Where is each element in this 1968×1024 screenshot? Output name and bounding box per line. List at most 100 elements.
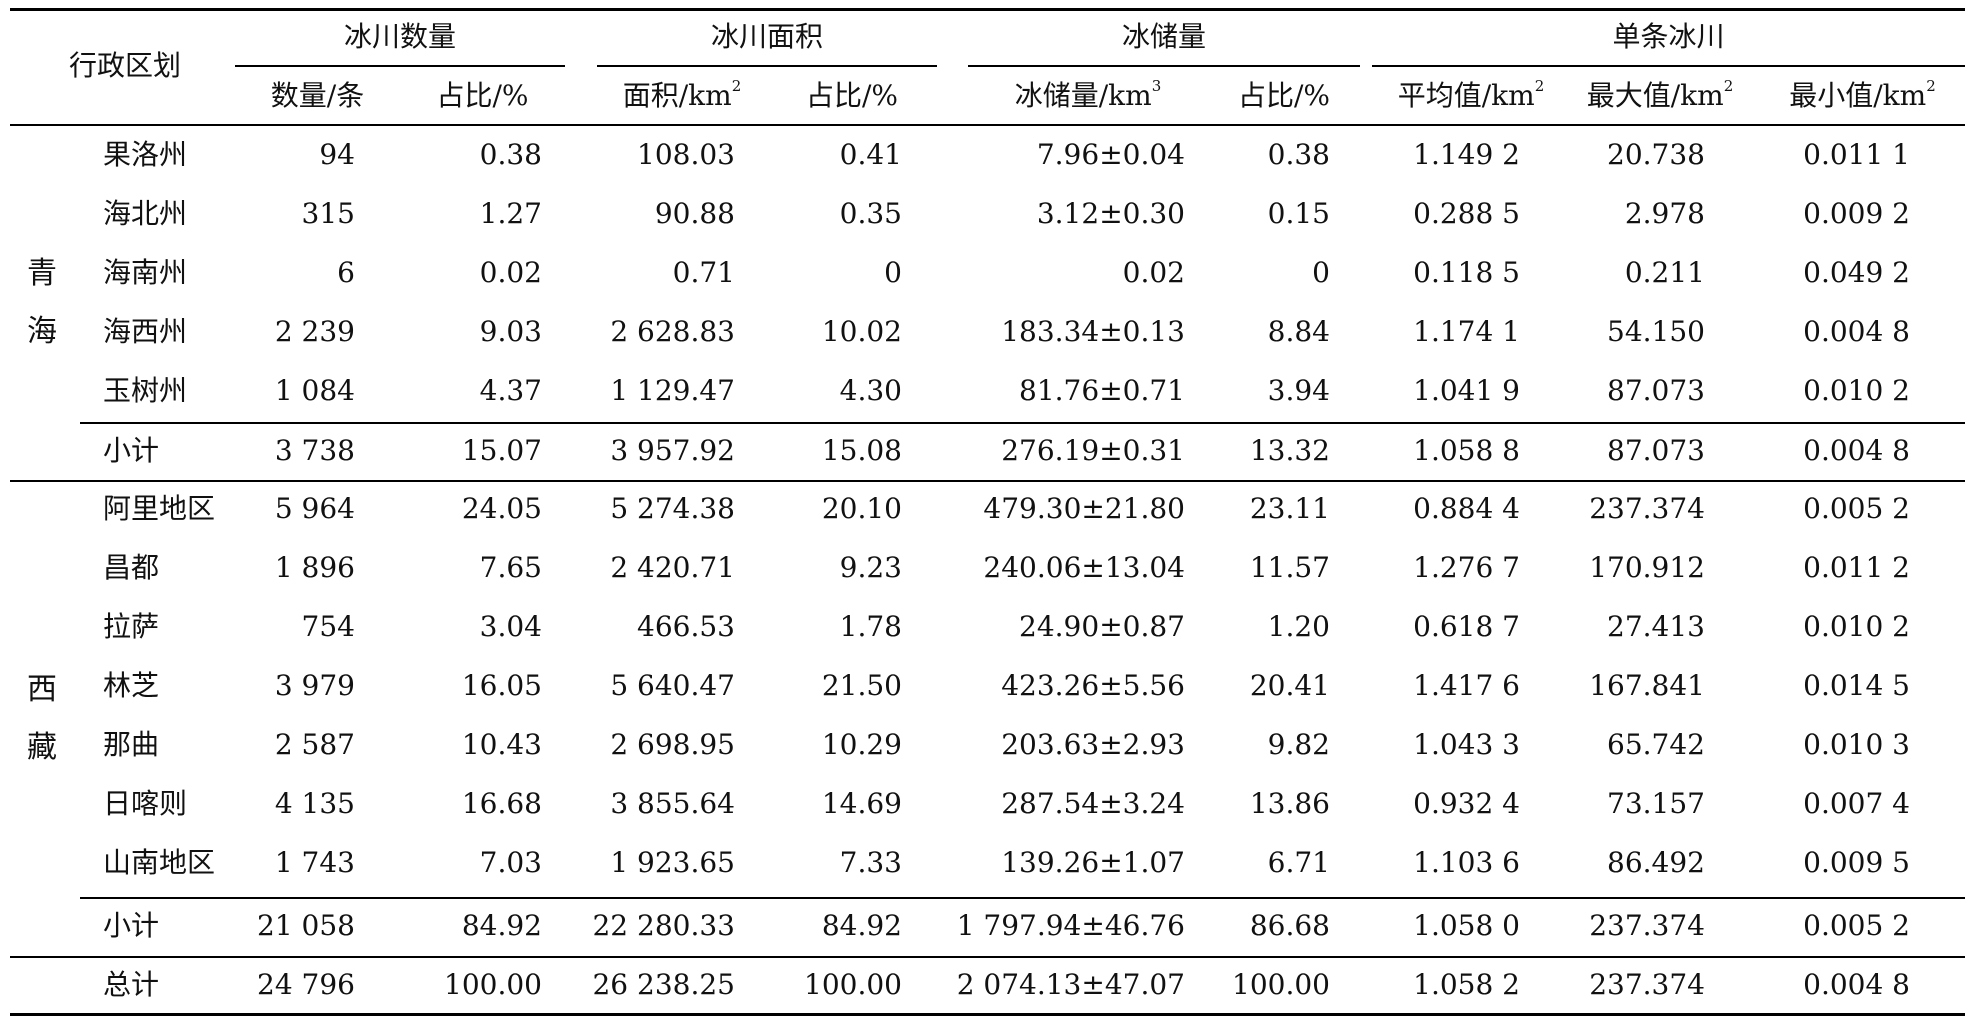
cell-count: 754: [301, 610, 355, 643]
cell-mean: 0.618 7: [1413, 610, 1520, 643]
xizang-bottom-rule: [10, 956, 1965, 958]
cell-mean: 1.417 6: [1413, 669, 1520, 702]
province-qinghai-char1: 青: [27, 256, 57, 291]
cell-count: 2 239: [274, 315, 355, 348]
header-storage-share: 占比/%: [1237, 79, 1331, 112]
cell-max: 167.841: [1589, 669, 1705, 702]
header-area-value: 面积/km2: [622, 77, 742, 113]
header-count-number: 数量/条: [270, 79, 365, 112]
cell-storage: 240.06±13.04: [983, 551, 1185, 584]
cell-storage-share: 86.68: [1249, 909, 1330, 942]
cell-storage-share: 8.84: [1267, 315, 1330, 348]
cell-mean: 0.932 4: [1413, 787, 1520, 820]
cell-min: 0.010 3: [1803, 728, 1910, 761]
cell-storage: 183.34±0.13: [1001, 315, 1185, 348]
group-underline-area: [597, 65, 937, 67]
cell-mean: 1.276 7: [1413, 551, 1520, 584]
cell-region: 玉树州: [103, 374, 188, 407]
province-xizang-char1: 西: [27, 672, 57, 707]
cell-count: 5 964: [274, 492, 355, 525]
cell-max: 87.073: [1607, 434, 1705, 467]
cell-count-share: 1.27: [479, 197, 542, 230]
cell-count-share: 100.00: [444, 968, 542, 1001]
cell-max: 73.157: [1607, 787, 1705, 820]
cell-count: 4 135: [274, 787, 355, 820]
cell-storage: 203.63±2.93: [1001, 728, 1185, 761]
cell-storage-share: 0: [1312, 256, 1330, 289]
cell-min: 0.049 2: [1803, 256, 1910, 289]
cell-mean: 1.058 0: [1413, 909, 1520, 942]
cell-area: 1 129.47: [610, 374, 735, 407]
cell-count: 2 587: [274, 728, 355, 761]
cell-area-share: 21.50: [821, 669, 902, 702]
cell-max: 27.413: [1607, 610, 1705, 643]
cell-area: 2 698.95: [610, 728, 735, 761]
header-single-min: 最小值/km2: [1789, 77, 1936, 113]
group-underline-single: [1372, 65, 1965, 67]
cell-area-share: 100.00: [804, 968, 902, 1001]
cell-mean: 1.149 2: [1413, 138, 1520, 171]
bottom-rule: [10, 1013, 1965, 1016]
cell-region: 昌都: [103, 551, 160, 584]
header-group-single: 单条冰川: [1612, 20, 1725, 53]
cell-area-share: 15.08: [821, 434, 902, 467]
cell-region: 阿里地区: [103, 492, 216, 525]
cell-storage: 276.19±0.31: [1001, 434, 1185, 467]
province-xizang-char2: 藏: [27, 730, 57, 765]
cell-count: 21 058: [257, 909, 355, 942]
cell-region: 海北州: [103, 197, 188, 230]
top-rule: [10, 8, 1965, 11]
cell-max: 87.073: [1607, 374, 1705, 407]
cell-min: 0.014 5: [1803, 669, 1910, 702]
cell-min: 0.004 8: [1803, 315, 1910, 348]
cell-min: 0.007 4: [1803, 787, 1910, 820]
cell-storage-share: 3.94: [1267, 374, 1330, 407]
cell-mean: 1.058 2: [1413, 968, 1520, 1001]
cell-count-share: 15.07: [461, 434, 542, 467]
header-area-share: 占比/%: [805, 79, 899, 112]
cell-count: 315: [301, 197, 355, 230]
cell-area: 22 280.33: [592, 909, 735, 942]
cell-region: 果洛州: [103, 138, 188, 171]
cell-area: 1 923.65: [610, 846, 735, 879]
cell-count: 3 979: [274, 669, 355, 702]
cell-region: 海南州: [103, 256, 188, 289]
cell-area-share: 4.30: [839, 374, 902, 407]
cell-storage: 81.76±0.71: [1019, 374, 1185, 407]
cell-area-share: 0: [884, 256, 902, 289]
header-group-count: 冰川数量: [343, 20, 456, 53]
cell-region: 小计: [103, 434, 160, 467]
cell-storage: 0.02: [1122, 256, 1185, 289]
cell-min: 0.005 2: [1803, 909, 1910, 942]
cell-count: 1 743: [274, 846, 355, 879]
qinghai-subtotal-rule: [80, 422, 1965, 424]
header-single-max: 最大值/km2: [1586, 77, 1734, 113]
cell-storage: 139.26±1.07: [1001, 846, 1185, 879]
cell-area: 466.53: [637, 610, 735, 643]
cell-max: 86.492: [1607, 846, 1705, 879]
cell-count-share: 9.03: [479, 315, 542, 348]
cell-storage-share: 13.86: [1249, 787, 1330, 820]
cell-area: 5 640.47: [610, 669, 735, 702]
cell-max: 54.150: [1607, 315, 1705, 348]
cell-area: 108.03: [637, 138, 735, 171]
cell-count: 24 796: [257, 968, 355, 1001]
cell-min: 0.004 8: [1803, 968, 1910, 1001]
cell-area: 3 957.92: [610, 434, 735, 467]
cell-storage-share: 0.15: [1267, 197, 1330, 230]
cell-storage-share: 6.71: [1267, 846, 1330, 879]
cell-region: 林芝: [103, 669, 160, 702]
cell-count: 94: [319, 138, 355, 171]
cell-min: 0.011 2: [1803, 551, 1910, 584]
group-underline-count: [235, 65, 565, 67]
cell-area: 26 238.25: [592, 968, 735, 1001]
cell-area: 2 420.71: [610, 551, 735, 584]
cell-storage: 24.90±0.87: [1019, 610, 1185, 643]
cell-storage: 7.96±0.04: [1036, 138, 1185, 171]
cell-region: 小计: [103, 909, 160, 942]
cell-count: 1 084: [274, 374, 355, 407]
cell-storage-share: 13.32: [1249, 434, 1330, 467]
cell-mean: 1.043 3: [1413, 728, 1520, 761]
cell-region: 那曲: [103, 728, 160, 761]
cell-max: 0.211: [1624, 256, 1705, 289]
